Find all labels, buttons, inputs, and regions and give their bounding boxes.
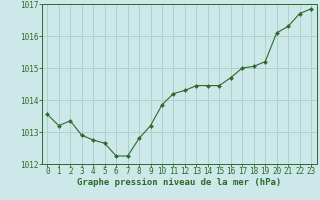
X-axis label: Graphe pression niveau de la mer (hPa): Graphe pression niveau de la mer (hPa) <box>77 178 281 187</box>
